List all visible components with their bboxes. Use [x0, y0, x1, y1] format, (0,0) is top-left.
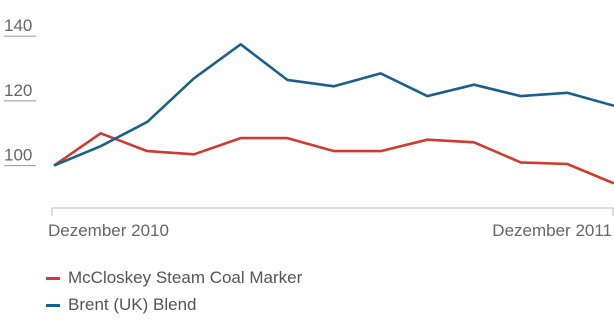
y-axis-ticks: 100 120 140: [4, 16, 36, 167]
legend: McCloskey Steam Coal Marker Brent (UK) B…: [46, 266, 302, 320]
legend-item-brent: Brent (UK) Blend: [46, 293, 302, 317]
series-line-brent: [53, 42, 614, 167]
x-tick-label: Dezember 2011: [492, 221, 612, 240]
legend-swatch-brent: [46, 303, 60, 307]
legend-swatch-coal: [46, 276, 60, 280]
x-axis-ticks: Dezember 2010 Dezember 2011: [48, 208, 614, 240]
x-tick-label: Dezember 2010: [48, 221, 169, 240]
series-lines: [53, 42, 614, 185]
legend-label-brent: Brent (UK) Blend: [68, 295, 197, 314]
y-tick-label: 100: [4, 146, 32, 165]
legend-item-coal: McCloskey Steam Coal Marker: [46, 266, 302, 290]
y-tick-label: 120: [4, 81, 32, 100]
y-tick-label: 140: [4, 16, 32, 35]
legend-label-coal: McCloskey Steam Coal Marker: [68, 268, 303, 287]
series-line-coal: [53, 132, 614, 185]
